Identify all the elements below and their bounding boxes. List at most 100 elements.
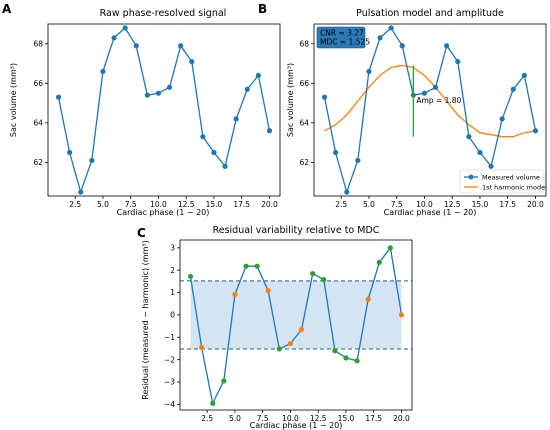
panel-b-measured-point: [355, 157, 361, 164]
panel-a-series-point: [233, 116, 239, 122]
panel-b-measured-point: [521, 72, 527, 79]
panel-c-ytick-label: −2: [164, 355, 175, 364]
panel-b-ytick-label: 66: [299, 79, 309, 88]
panel-b-measured-point: [466, 134, 472, 140]
panel-c-residual-line: [189, 246, 403, 406]
panel-b-xtick-label: 10.0: [416, 200, 433, 209]
panel-b-xtick-label: 7.5: [391, 200, 403, 209]
panel-c-xtick-label: 17.5: [365, 414, 382, 423]
panel-a-series-point: [133, 43, 139, 49]
panel-c-residual-point: [298, 326, 305, 333]
panel-c-plot: 2.5 5.0 7.5 10.0 12.5 15.0 17.5 20.0 −4 −3 −2 −1 0 1 2…: [164, 239, 413, 423]
panel-b-measured-point: [399, 43, 405, 49]
panel-c-xtick-label: 20.0: [393, 414, 410, 423]
panel-b-measured-point: [321, 94, 328, 100]
panel-b-measured-point: [488, 163, 494, 169]
panel-b-title: Pulsation model and amplitude: [356, 8, 504, 19]
panel-b-xlabel: Cardiac phase (1 − 20): [384, 208, 477, 217]
panel-c-xlabel: Cardiac phase (1 − 20): [250, 421, 343, 430]
panel-c-residual-point: [221, 378, 227, 384]
panel-c-residual-point: [332, 348, 338, 354]
panel-c-residual-point: [365, 296, 371, 302]
panel-a-series-point: [166, 84, 173, 90]
panel-c-residual-point: [243, 263, 249, 269]
panel-a-xtick-label: 2.5: [69, 200, 81, 209]
panel-b-ytick-label: 68: [299, 39, 309, 48]
panel-b-legend: [459, 169, 545, 194]
panel-c-xtick-label: 7.5: [257, 414, 269, 423]
panel-a-series-point: [144, 92, 150, 98]
panel-b-measured-point: [455, 58, 461, 65]
panel-c-ytick-label: −4: [164, 400, 175, 409]
panel-c-residual-point: [287, 340, 294, 347]
panel-a-xtick-label: 20.0: [261, 200, 278, 209]
panel-a-xtick-label: 5.0: [97, 200, 109, 209]
panel-b-plot: 2.5 5.0 7.5 10.0 12.5 15.0 17.5 20.0 62 64 66 68 Amp…: [299, 23, 547, 209]
panel-b-legend-label-fit: 1st harmonic model: [482, 183, 547, 191]
panel-c-xtick-label: 10.0: [282, 414, 299, 423]
panel-b-legend-marker-measured: [468, 174, 474, 180]
panel-a-series-point: [222, 163, 228, 169]
panel-b-fit-line: [324, 64, 536, 138]
panel-c-residual-point: [354, 358, 360, 364]
panel-a-series-point: [200, 134, 206, 140]
panel-c-title: Residual variability relative to MDC: [213, 225, 380, 236]
panel-a-series-point: [266, 128, 273, 134]
panel-c-residual-point: [199, 344, 205, 350]
panel-a-xtick-label: 17.5: [233, 200, 250, 209]
panel-c-residual-point: [321, 276, 327, 283]
panel-a-ytick-label: 62: [33, 158, 43, 167]
panel-b-xtick-label: 20.0: [527, 200, 544, 209]
panel-a-series-point: [189, 58, 195, 65]
panel-b-xtick-label: 15.0: [472, 200, 489, 209]
panel-a-series-point: [244, 86, 250, 92]
panel-b-measured-point: [377, 35, 383, 41]
panel-b-xtick-label: 12.5: [444, 200, 461, 209]
panel-a-ytick-label: 64: [33, 118, 43, 127]
panel-c-ytick-label: 3: [170, 243, 175, 252]
panel-c-residual-point: [254, 263, 260, 269]
panel-c-frame: [179, 239, 413, 411]
panel-a-series-point: [55, 94, 62, 100]
panel-b-measured-point: [510, 86, 516, 92]
panel-c-ytick-label: −1: [164, 333, 175, 342]
panel-a-xtick-label: 12.5: [178, 200, 195, 209]
panel-a-series-point: [100, 68, 106, 75]
panel-c-ytick-label: 1: [170, 288, 175, 297]
panel-a-xtick-label: 15.0: [206, 200, 223, 209]
panel-c-residual-point: [210, 400, 216, 406]
panel-b-measured-point: [333, 149, 339, 156]
panel-c-ytick-label: −3: [164, 378, 175, 387]
panel-b-ytick-label: 64: [299, 118, 309, 127]
panel-b-measured-point: [366, 68, 372, 75]
panel-c-ylabel: Residual (measured − harmonic) (mm³): [141, 240, 150, 399]
panel-a-series-point: [78, 189, 84, 195]
panel-b-measured-point: [432, 84, 439, 90]
panel-b-measured-point: [344, 189, 350, 195]
panel-a-xtick-label: 10.0: [150, 200, 167, 209]
panel-a-series-point: [111, 35, 117, 41]
panel-b-ylabel: Sac volume (mm³): [286, 63, 295, 137]
panel-b-badge-cnr: CNR = 3.27: [320, 29, 364, 38]
panel-c-residual-point: [265, 288, 271, 294]
panel-a-ytick-label: 66: [33, 79, 43, 88]
panel-b-amplitude-label: Amp = 1.80: [416, 96, 461, 105]
panel-a-series-point: [178, 43, 184, 49]
panel-c-residual-point: [187, 273, 194, 280]
panel-b-measured-point: [388, 25, 394, 31]
panel-c-residual-point: [310, 270, 316, 277]
panel-b-xtick-label: 5.0: [363, 200, 375, 209]
panel-c-residual-point: [276, 346, 282, 352]
panel-b-ytick-label: 62: [299, 158, 309, 167]
panel-a-title: Raw phase-resolved signal: [100, 8, 227, 19]
panel-a-series-point: [122, 25, 128, 31]
panel-b-measured-point: [444, 43, 450, 49]
panel-a-series-point: [211, 149, 217, 156]
panel-c-xtick-label: 5.0: [229, 414, 241, 423]
panel-a-series-point: [67, 149, 73, 156]
panel-a-frame: [47, 23, 281, 197]
panel-b-frame: [313, 23, 547, 197]
panel-b-measured-point: [477, 149, 483, 156]
panel-c-xtick-label: 15.0: [338, 414, 355, 423]
panel-b-measured-point: [421, 90, 428, 96]
